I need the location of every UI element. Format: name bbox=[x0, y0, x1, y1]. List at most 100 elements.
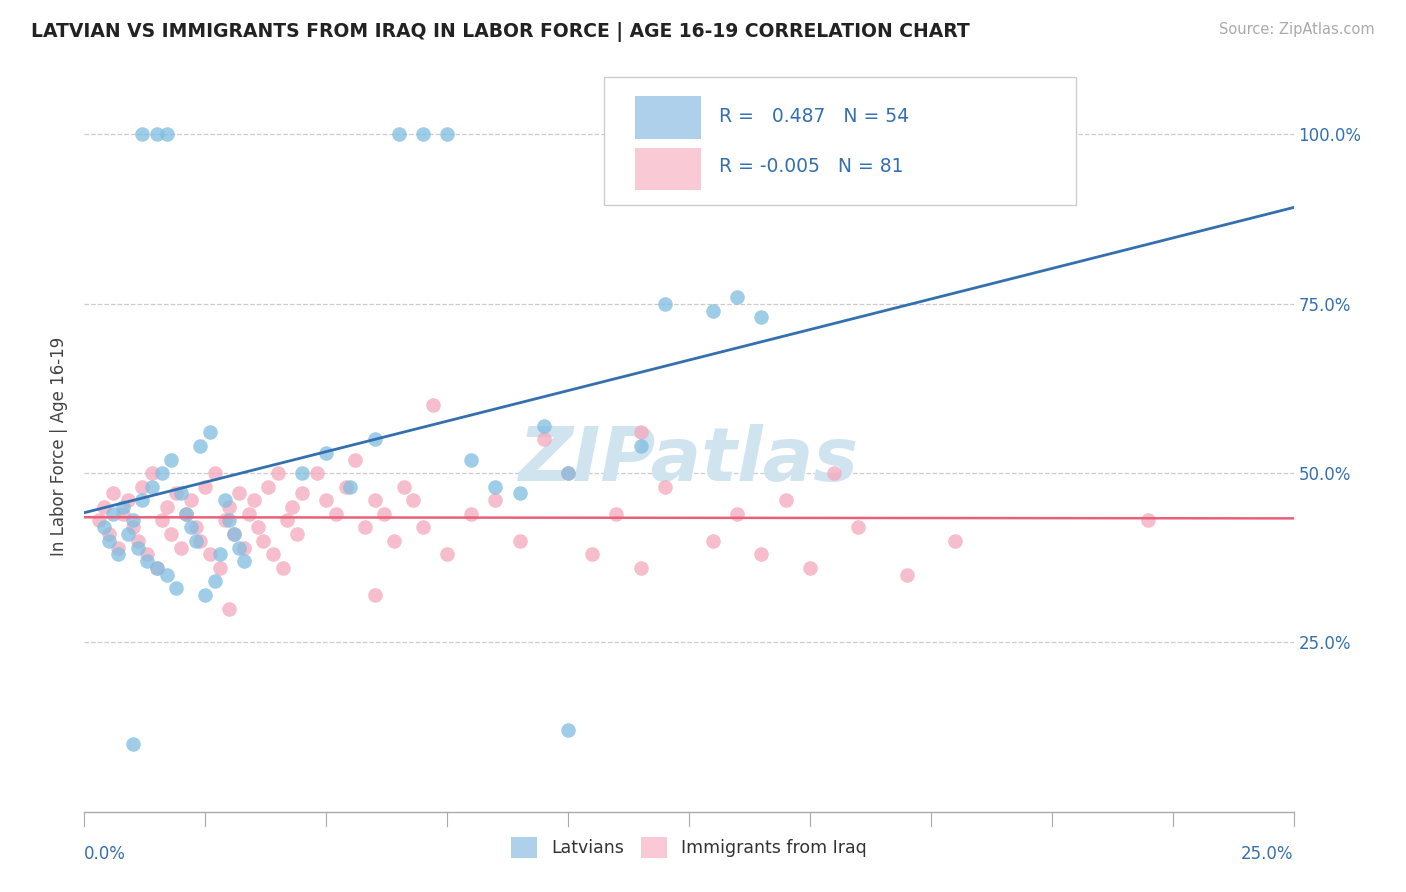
Point bbox=[141, 466, 163, 480]
FancyBboxPatch shape bbox=[634, 96, 702, 139]
Point bbox=[112, 507, 135, 521]
Point bbox=[214, 514, 236, 528]
Point bbox=[725, 507, 748, 521]
Point bbox=[630, 439, 652, 453]
Point bbox=[373, 507, 395, 521]
Point bbox=[184, 520, 207, 534]
FancyBboxPatch shape bbox=[605, 77, 1076, 204]
Point bbox=[775, 493, 797, 508]
Point bbox=[557, 723, 579, 738]
Point bbox=[285, 527, 308, 541]
Point bbox=[208, 547, 231, 561]
Point bbox=[190, 439, 212, 453]
Point bbox=[509, 533, 531, 548]
Point bbox=[509, 486, 531, 500]
Point bbox=[630, 425, 652, 440]
Point bbox=[160, 452, 183, 467]
Point bbox=[630, 561, 652, 575]
Point bbox=[155, 128, 177, 142]
Point bbox=[218, 601, 240, 615]
Point bbox=[97, 527, 120, 541]
Text: R =   0.487   N = 54: R = 0.487 N = 54 bbox=[720, 107, 910, 127]
Point bbox=[204, 574, 226, 589]
Point bbox=[214, 493, 236, 508]
Point bbox=[190, 533, 212, 548]
Point bbox=[121, 514, 143, 528]
Point bbox=[228, 541, 250, 555]
Point bbox=[136, 547, 159, 561]
Point bbox=[233, 541, 256, 555]
Point bbox=[392, 480, 415, 494]
Text: ZIPatlas: ZIPatlas bbox=[519, 424, 859, 497]
Point bbox=[412, 128, 434, 142]
Point bbox=[436, 128, 458, 142]
Y-axis label: In Labor Force | Age 16-19: In Labor Force | Age 16-19 bbox=[51, 336, 69, 556]
Point bbox=[1137, 514, 1160, 528]
Point bbox=[412, 520, 434, 534]
Point bbox=[204, 466, 226, 480]
Point bbox=[174, 507, 197, 521]
Point bbox=[180, 493, 202, 508]
Point bbox=[315, 446, 337, 460]
Point bbox=[208, 561, 231, 575]
Point bbox=[267, 466, 290, 480]
Point bbox=[281, 500, 304, 514]
Point bbox=[238, 507, 260, 521]
Point bbox=[180, 520, 202, 534]
Point bbox=[339, 480, 361, 494]
Point bbox=[484, 493, 506, 508]
Point bbox=[557, 466, 579, 480]
Point bbox=[262, 547, 284, 561]
Point bbox=[165, 581, 187, 595]
Point bbox=[382, 533, 405, 548]
Point bbox=[117, 493, 139, 508]
Point bbox=[112, 500, 135, 514]
Point bbox=[107, 547, 129, 561]
Point bbox=[363, 588, 385, 602]
Point bbox=[557, 466, 579, 480]
Text: Source: ZipAtlas.com: Source: ZipAtlas.com bbox=[1219, 22, 1375, 37]
Point bbox=[150, 466, 173, 480]
Point bbox=[121, 737, 143, 751]
Point bbox=[725, 290, 748, 304]
Point bbox=[402, 493, 425, 508]
Point bbox=[218, 500, 240, 514]
Point bbox=[276, 514, 298, 528]
Point bbox=[344, 452, 367, 467]
Point bbox=[174, 507, 197, 521]
Point bbox=[127, 533, 149, 548]
Point bbox=[127, 541, 149, 555]
Point bbox=[170, 486, 193, 500]
Point bbox=[141, 480, 163, 494]
Text: 25.0%: 25.0% bbox=[1241, 845, 1294, 863]
Point bbox=[605, 507, 627, 521]
Point bbox=[799, 561, 821, 575]
Point bbox=[388, 128, 411, 142]
Point bbox=[103, 486, 125, 500]
Point bbox=[121, 520, 143, 534]
Point bbox=[363, 493, 385, 508]
Point bbox=[194, 588, 217, 602]
Point bbox=[943, 533, 966, 548]
Point bbox=[93, 500, 115, 514]
Point bbox=[751, 310, 773, 325]
Point bbox=[257, 480, 280, 494]
Point bbox=[170, 541, 193, 555]
Point bbox=[228, 486, 250, 500]
Point bbox=[291, 486, 314, 500]
Text: 0.0%: 0.0% bbox=[84, 845, 127, 863]
Point bbox=[271, 561, 294, 575]
Point bbox=[702, 533, 724, 548]
Point bbox=[252, 533, 274, 548]
Legend: Latvians, Immigrants from Iraq: Latvians, Immigrants from Iraq bbox=[505, 830, 873, 865]
Point bbox=[131, 480, 153, 494]
Point bbox=[198, 547, 221, 561]
Point bbox=[103, 507, 125, 521]
Point bbox=[896, 567, 918, 582]
Point bbox=[146, 128, 169, 142]
Point bbox=[218, 514, 240, 528]
Point bbox=[155, 567, 177, 582]
Point bbox=[654, 480, 676, 494]
Point bbox=[160, 527, 183, 541]
Point bbox=[136, 554, 159, 568]
